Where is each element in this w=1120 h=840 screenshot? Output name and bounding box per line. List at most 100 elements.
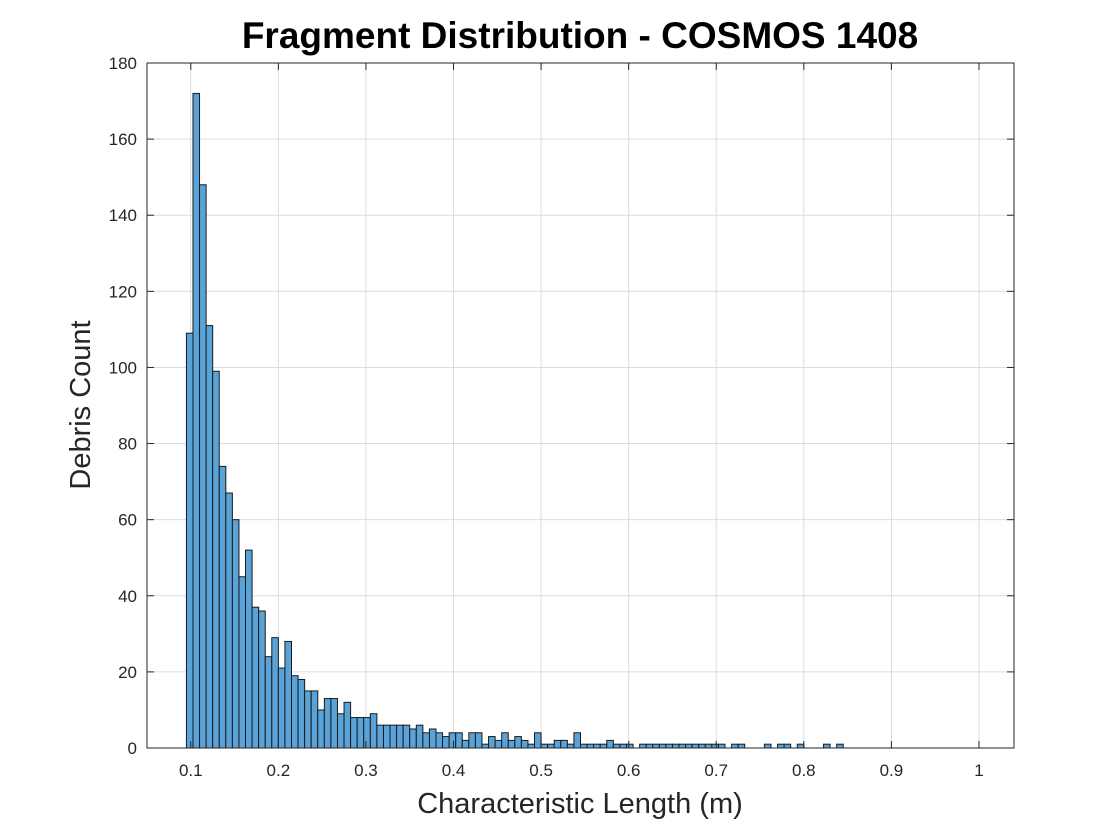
histogram-bar [336,713,345,749]
histogram-bar [402,724,411,749]
histogram-bar [520,739,529,749]
histogram-bar [547,743,555,749]
x-tick-label: 0.1 [179,761,203,780]
histogram-bar [731,743,739,749]
histogram-bar [665,743,673,749]
histogram-bar [258,610,266,749]
histogram-bar [514,736,522,749]
histogram-bar [671,743,680,749]
y-axis-label: Debris Count [65,320,97,489]
y-tick-label: 140 [109,206,137,225]
histogram-bar [711,743,719,749]
x-tick-label: 0.8 [792,761,816,780]
histogram-bar [612,743,621,749]
x-tick-label: 0.7 [704,761,728,780]
histogram-bar [593,743,601,749]
x-tick-label: 0.6 [617,761,641,780]
y-tick-label: 60 [118,511,137,530]
histogram-bars [185,92,844,749]
histogram-bar [356,717,365,749]
histogram-bar [737,743,746,749]
histogram-bar [212,370,220,749]
histogram-bar [540,743,549,749]
histogram-bar [461,739,470,749]
plot-area [147,63,1014,748]
histogram-bar [652,743,660,749]
histogram-bar [560,739,568,749]
histogram-bar [389,724,398,749]
x-tick-label: 0.3 [354,761,378,780]
histogram-bar [619,743,627,749]
histogram-bar [350,717,358,749]
x-axis-label: Characteristic Length (m) [417,788,743,820]
histogram-bar [245,549,253,749]
histogram-bar [192,92,201,749]
x-tick-label: 0.9 [880,761,904,780]
y-tick-label: 80 [118,435,137,454]
histogram-bar [481,743,490,749]
histogram-bar [763,743,772,749]
histogram-bar [586,743,595,749]
histogram-bar [304,690,312,749]
histogram-bar [474,732,483,749]
x-tick-label: 1 [974,761,983,780]
x-tick-label: 0.2 [267,761,291,780]
histogram-bar [448,732,457,749]
histogram-bar [205,325,214,749]
histogram-bar [645,743,654,749]
y-tick-label: 20 [118,663,137,682]
histogram-bar [264,656,273,749]
histogram-bar [658,743,667,749]
histogram-bar [685,743,693,749]
histogram-bar [231,519,240,749]
histogram-bar [199,184,207,749]
histogram-bar [639,743,647,749]
x-tick-label: 0.5 [529,761,553,780]
histogram-bar [573,732,582,749]
histogram-bar [225,492,233,749]
y-tick-label: 100 [109,358,137,377]
histogram-bar [238,576,247,749]
histogram-bar [382,724,391,749]
axis-ticks: 0.1 0.2 0.3 0.4 0.5 0.6 0.7 0.8 0.9 1 0 20 40 60 80 100… [109,54,1014,780]
histogram-bar [396,724,404,749]
histogram-bar [369,713,378,749]
histogram-bar [553,739,562,749]
histogram-bar [455,732,463,749]
y-tick-label: 0 [128,739,137,758]
histogram-bar [704,743,713,749]
histogram-bar [678,743,687,749]
histogram-bar [422,732,430,749]
histogram-bar [580,743,588,749]
histogram-bar [271,637,279,749]
histogram-bar [625,743,634,749]
histogram-bar [836,743,844,749]
histogram-bar [185,332,194,749]
histogram-bar [442,736,450,749]
histogram-bar [777,743,785,749]
histogram-bar [468,732,476,749]
histogram-bar [317,709,325,749]
histogram-bar [507,739,516,749]
histogram-bar [796,743,805,749]
histogram-bar [330,698,338,749]
histogram-bar [717,743,726,749]
y-tick-label: 40 [118,587,137,606]
histogram-bar [783,743,792,749]
histogram-bar [606,739,614,749]
histogram-bar [691,743,700,749]
y-tick-label: 120 [109,282,137,301]
histogram-bar [599,743,608,749]
histogram-bar [566,743,575,749]
histogram-bar [823,743,831,749]
histogram-bar [251,606,260,749]
y-tick-label: 180 [109,54,137,73]
histogram-bar [527,743,536,749]
histogram-bar [277,667,286,749]
histogram-bar [488,736,496,749]
histogram-bar [698,743,706,749]
histogram-bar [534,732,542,749]
histogram-bar [323,698,332,749]
histogram-bar [428,728,437,749]
